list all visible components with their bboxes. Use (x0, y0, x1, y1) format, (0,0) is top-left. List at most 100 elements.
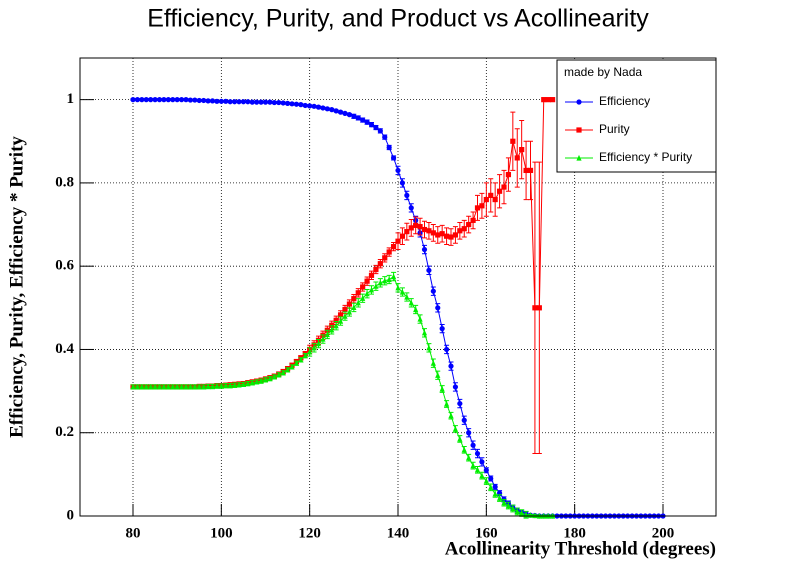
marker (399, 233, 406, 239)
marker (236, 99, 242, 105)
marker (249, 379, 255, 386)
marker (461, 226, 467, 232)
x-tick-label: 120 (298, 525, 321, 541)
marker (227, 382, 233, 389)
marker (134, 383, 141, 390)
marker (461, 446, 467, 453)
marker (262, 99, 269, 105)
marker (443, 346, 450, 353)
marker (360, 284, 366, 290)
marker (267, 375, 273, 382)
marker (254, 378, 260, 385)
marker (355, 299, 361, 306)
x-tick-label: 180 (563, 525, 586, 541)
marker (311, 344, 317, 351)
marker (457, 400, 463, 407)
marker (346, 308, 353, 315)
marker (196, 97, 202, 104)
marker (501, 184, 507, 190)
marker (161, 97, 167, 103)
marker (470, 442, 476, 448)
marker (351, 296, 357, 302)
marker (148, 97, 154, 103)
marker (443, 400, 450, 407)
marker (307, 348, 313, 355)
marker (382, 134, 388, 140)
marker (337, 109, 344, 115)
marker (413, 306, 419, 313)
x-tick-label: 80 (126, 525, 141, 541)
marker (205, 98, 211, 104)
y-tick-label: 0 (67, 507, 75, 523)
marker (404, 192, 410, 198)
marker (342, 313, 348, 319)
marker (466, 454, 472, 461)
grid: 80 100 120 140 160 180 200 0 0.2 0.4 0.6 0.8 1 (55, 58, 716, 541)
marker (298, 102, 304, 108)
marker (474, 466, 481, 473)
marker (426, 344, 432, 351)
marker (395, 284, 401, 291)
marker (514, 508, 520, 515)
marker (448, 363, 454, 369)
marker (496, 494, 503, 501)
marker (373, 266, 379, 273)
marker (183, 97, 189, 103)
marker (483, 477, 489, 484)
marker (505, 502, 512, 509)
legend-label: Purity (599, 122, 630, 136)
marker (452, 232, 459, 238)
marker (426, 228, 432, 234)
marker (373, 283, 379, 289)
marker (262, 376, 269, 383)
marker (474, 450, 481, 457)
marker (183, 383, 189, 390)
marker (240, 381, 247, 388)
marker (532, 512, 538, 519)
marker (488, 192, 494, 198)
marker (479, 472, 485, 479)
marker (421, 246, 428, 253)
marker (351, 304, 357, 311)
marker (289, 101, 295, 107)
marker (386, 144, 392, 151)
marker (258, 377, 264, 384)
marker (130, 97, 136, 103)
marker (386, 276, 392, 283)
marker (298, 356, 304, 363)
marker (488, 475, 494, 482)
marker (284, 100, 291, 106)
marker (492, 484, 498, 490)
marker (448, 412, 454, 419)
marker (161, 383, 167, 390)
frame (79, 57, 717, 517)
marker (439, 385, 445, 392)
marker (435, 372, 441, 378)
marker (439, 326, 445, 332)
marker (315, 340, 322, 347)
marker (368, 122, 375, 128)
legend-title: made by Nada (564, 65, 642, 79)
marker (280, 100, 286, 106)
marker (377, 279, 383, 286)
marker (289, 363, 295, 370)
marker (488, 484, 494, 490)
marker (320, 335, 326, 342)
marker (527, 167, 534, 174)
marker (430, 360, 436, 366)
marker (576, 127, 582, 133)
marker (417, 224, 423, 230)
marker (479, 459, 485, 465)
marker (439, 231, 445, 237)
marker (430, 288, 436, 294)
y-axis-title: Efficiency, Purity, Efficiency * Purity (6, 136, 27, 438)
marker (201, 383, 207, 390)
marker (174, 97, 180, 103)
marker (178, 97, 185, 103)
marker (333, 317, 339, 323)
marker (324, 106, 330, 112)
marker (245, 380, 251, 387)
marker (329, 326, 335, 333)
marker (492, 196, 498, 203)
marker (368, 286, 375, 293)
